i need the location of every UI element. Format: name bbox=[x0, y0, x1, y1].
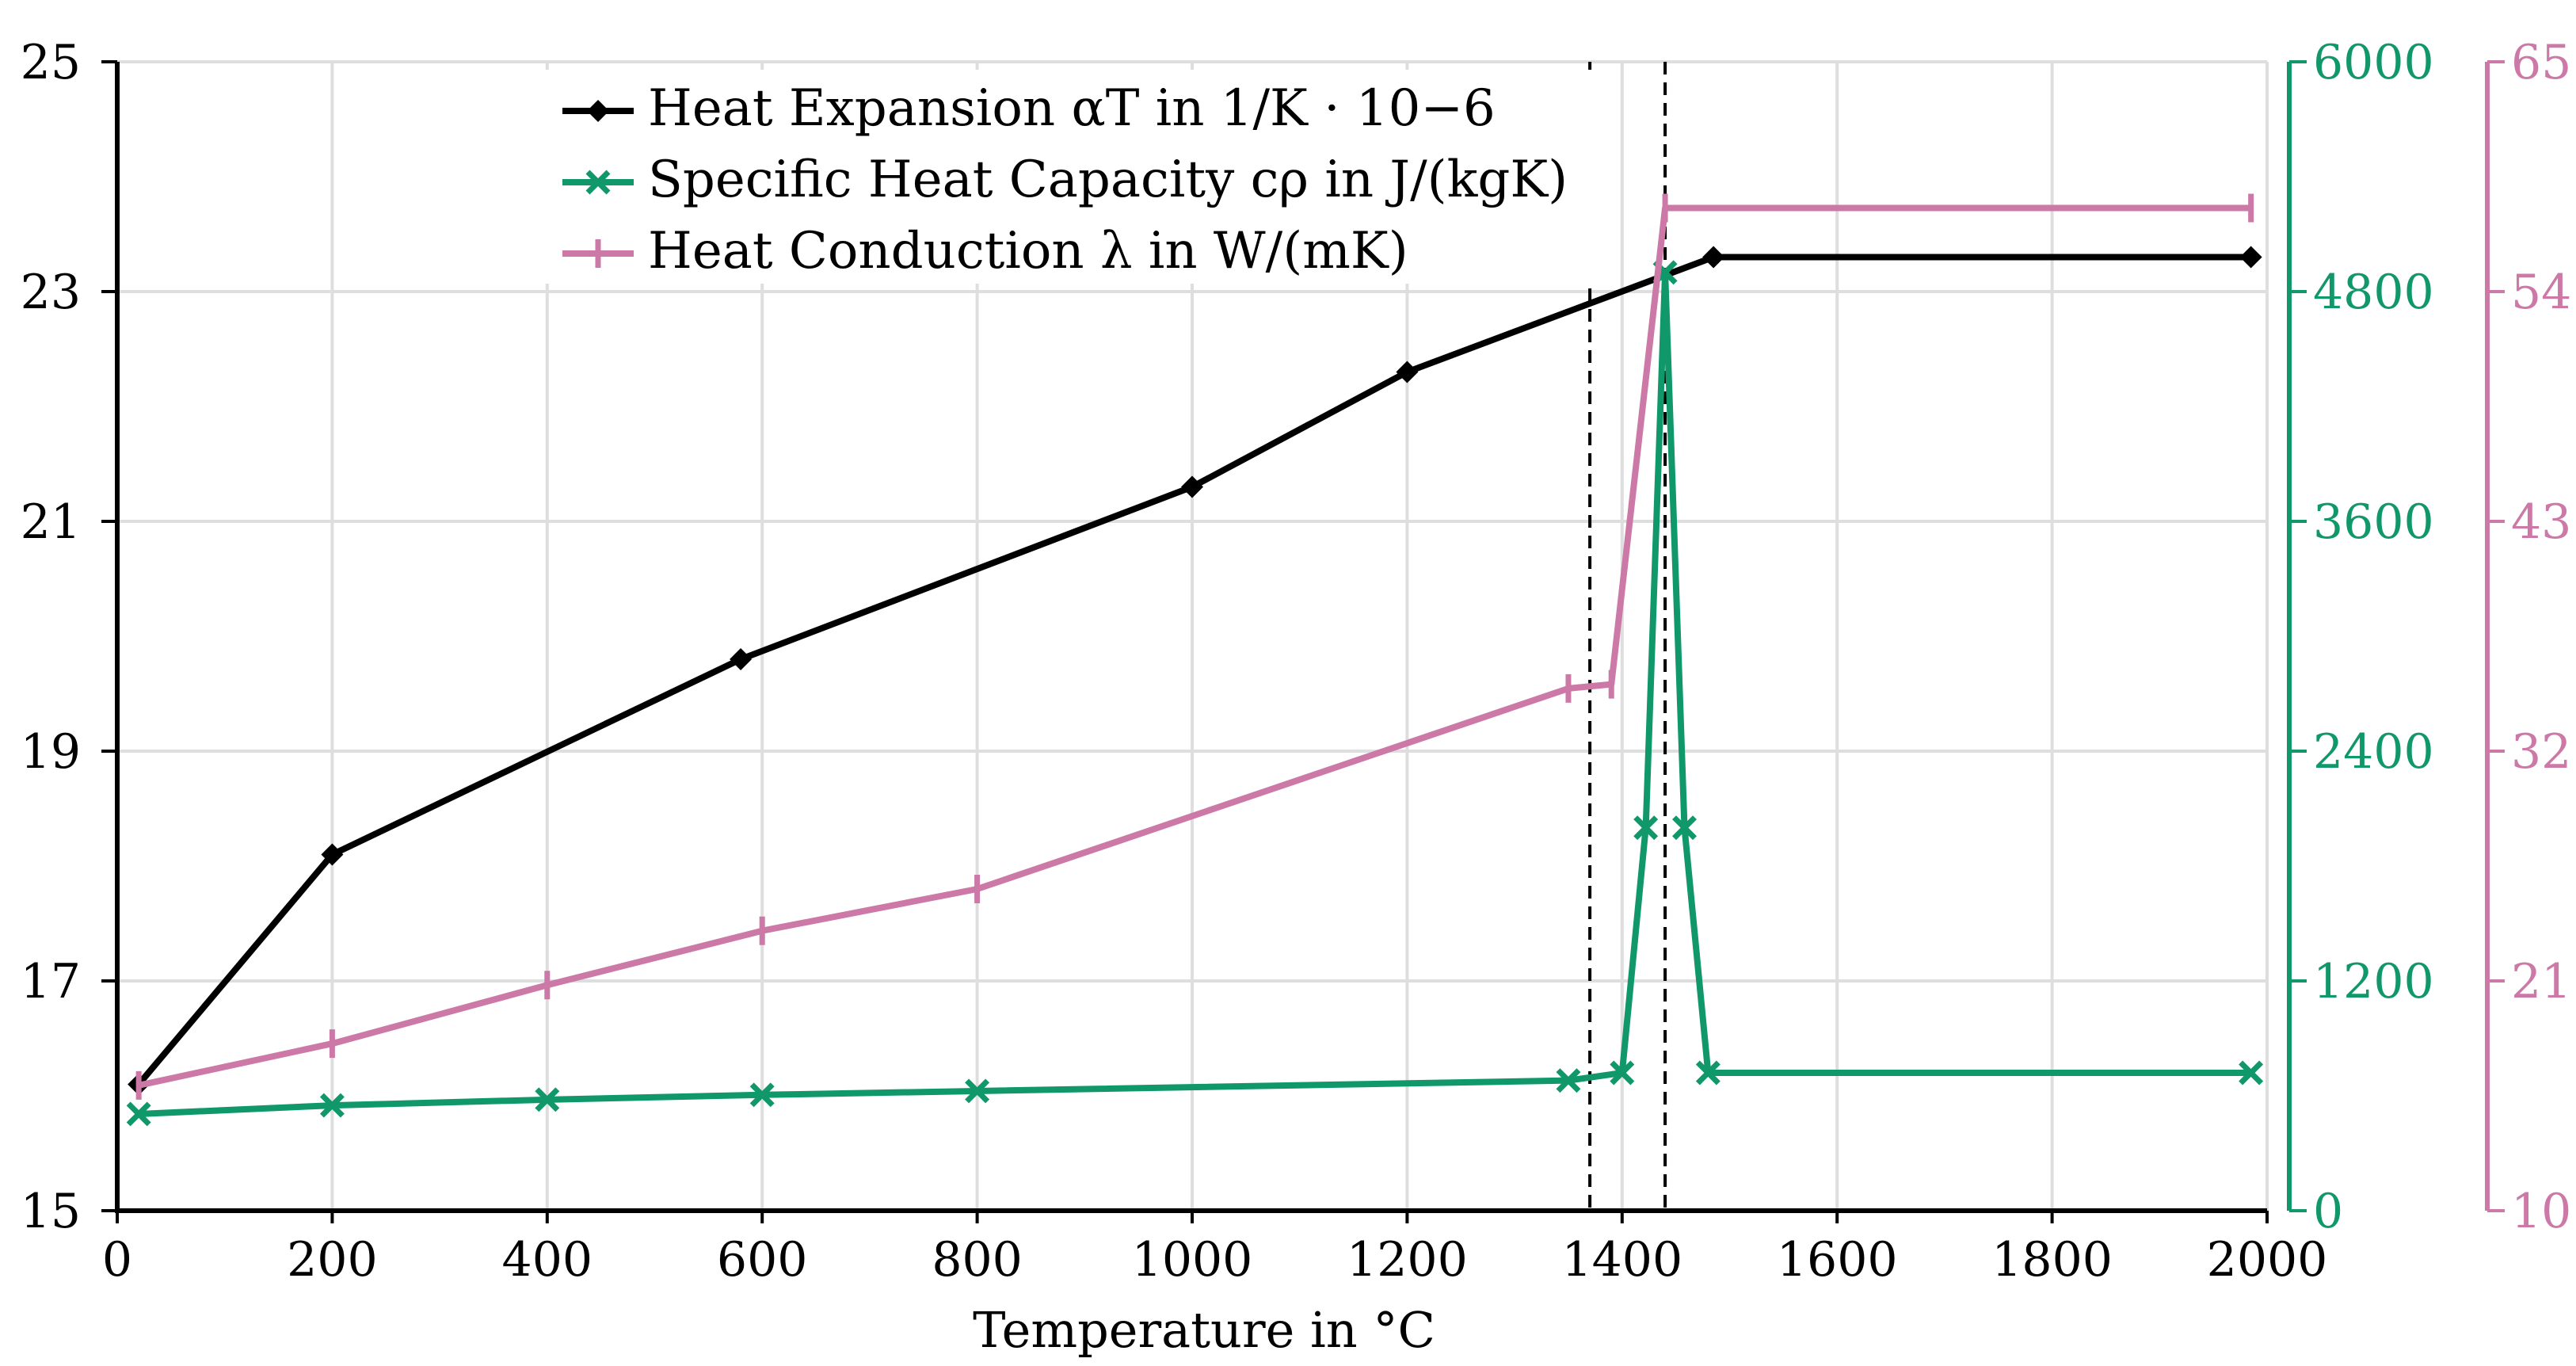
x-tick-label: 1000 bbox=[1132, 1232, 1253, 1288]
data-point bbox=[730, 648, 753, 670]
y-right1-tick-label: 3600 bbox=[2313, 494, 2434, 550]
y-right2-tick-label: 21 bbox=[2511, 954, 2571, 1009]
y-right1-tick-label: 0 bbox=[2313, 1184, 2343, 1239]
data-point bbox=[535, 1087, 560, 1112]
x-tick-label: 1400 bbox=[1561, 1232, 1682, 1288]
x-tick-label: 0 bbox=[102, 1232, 132, 1288]
data-point bbox=[1695, 1060, 1721, 1086]
x-axis-label: Temperature in °C bbox=[973, 1301, 1435, 1359]
data-point bbox=[1672, 815, 1697, 841]
data-point bbox=[1396, 361, 1419, 383]
y-right1-tick-label: 2400 bbox=[2313, 724, 2434, 780]
x-tick-label: 2000 bbox=[2207, 1232, 2328, 1288]
y-right2-tick-label: 65 bbox=[2511, 35, 2571, 90]
y-left-tick-label: 19 bbox=[21, 724, 81, 780]
x-tick-label: 200 bbox=[287, 1232, 378, 1288]
series-line-2 bbox=[138, 204, 2251, 1089]
y-right2-tick-label: 43 bbox=[2511, 494, 2571, 550]
legend-label-heat-conduction: Heat Conduction λ in W/(mK) bbox=[648, 222, 1408, 280]
y-left-tick-label: 15 bbox=[21, 1184, 81, 1239]
legend-marker-heat-expansion bbox=[587, 100, 609, 122]
y-right2-tick-label: 54 bbox=[2511, 265, 2571, 320]
x-tick-label: 600 bbox=[717, 1232, 808, 1288]
legend-marker-specific-heat bbox=[585, 170, 611, 195]
data-point bbox=[1633, 815, 1659, 841]
data-point bbox=[2239, 1060, 2264, 1086]
data-point bbox=[1702, 246, 1725, 269]
x-tick-label: 1600 bbox=[1777, 1232, 1898, 1288]
y-left-tick-label: 17 bbox=[21, 954, 81, 1009]
series-line-0 bbox=[136, 254, 2251, 1087]
x-tick-label: 1800 bbox=[1991, 1232, 2113, 1288]
y-left-tick-label: 25 bbox=[21, 35, 81, 90]
y-left-tick-label: 23 bbox=[21, 265, 81, 320]
y-left-tick-label: 21 bbox=[21, 494, 81, 550]
y-right1-tick-label: 1200 bbox=[2313, 954, 2434, 1009]
series-line-1 bbox=[138, 269, 2251, 1117]
y-right2-tick-label: 32 bbox=[2511, 724, 2571, 780]
y-right1-tick-label: 6000 bbox=[2313, 35, 2434, 90]
legend-label-specific-heat: Specific Heat Capacity cρ in J/(kgK) bbox=[648, 151, 1568, 209]
y-right1-tick-label: 4800 bbox=[2313, 265, 2434, 320]
x-tick-label: 800 bbox=[932, 1232, 1023, 1288]
x-tick-label: 400 bbox=[502, 1232, 593, 1288]
series-layer bbox=[126, 193, 2264, 1127]
axes: 0 200 400 600 800 1000 1200 1400 1600 1800 2000 15 1… bbox=[21, 35, 2572, 1288]
data-point bbox=[319, 1093, 345, 1118]
legend: Heat Expansion αT in 1/K · 10−6 Specific… bbox=[535, 70, 1600, 284]
legend-label-heat-expansion: Heat Expansion αT in 1/K · 10−6 bbox=[648, 79, 1496, 138]
legend-background bbox=[535, 70, 1600, 284]
x-tick-label: 1200 bbox=[1347, 1232, 1468, 1288]
data-point bbox=[2239, 246, 2262, 269]
data-point bbox=[1181, 475, 1203, 498]
data-point bbox=[965, 1078, 990, 1104]
data-point bbox=[126, 1101, 151, 1127]
data-point bbox=[1556, 1068, 1581, 1093]
y-right2-tick-label: 10 bbox=[2511, 1184, 2571, 1239]
data-point bbox=[1610, 1060, 1635, 1086]
data-point bbox=[749, 1082, 775, 1108]
data-point bbox=[321, 843, 344, 866]
